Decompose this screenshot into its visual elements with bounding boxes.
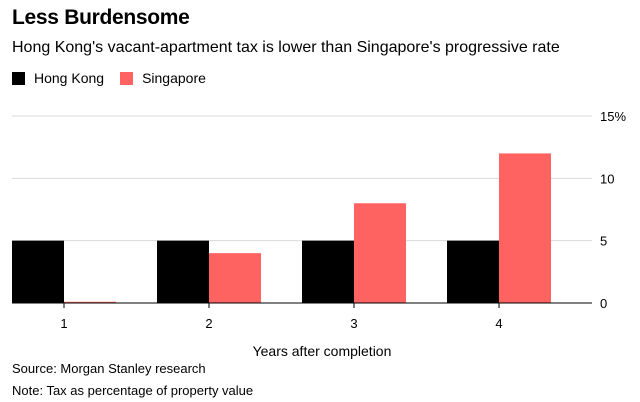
legend-label-singapore: Singapore [142,70,206,86]
legend-swatch-hong-kong [12,71,25,85]
legend-item-hong-kong: Hong Kong [12,70,104,86]
x-tick-label-1: 1 [60,316,67,331]
bar-hong-kong-2 [157,240,209,303]
bar-hong-kong-1 [12,240,64,303]
y-tick-label-10: 10 [600,171,614,186]
chart-title: Less Burdensome [12,6,190,29]
x-axis-title: Years after completion [253,343,392,359]
y-tick-label-5: 5 [600,234,607,249]
legend-swatch-singapore [120,71,134,85]
legend-item-singapore: Singapore [120,70,206,86]
bar-singapore-2 [209,253,261,303]
bar-singapore-3 [354,203,406,303]
chart-subtitle: Hong Kong's vacant-apartment tax is lowe… [12,39,560,56]
bar-hong-kong-4 [447,240,499,303]
x-tick-label-3: 3 [350,316,357,331]
bar-singapore-1 [64,301,116,303]
bar-hong-kong-3 [302,240,354,303]
y-tick-label-0: 0 [600,296,607,311]
y-tick-label-15: 15% [600,109,626,124]
x-tick-label-4: 4 [495,316,502,331]
legend: Hong Kong Singapore [12,70,222,86]
legend-label-hong-kong: Hong Kong [34,70,105,86]
bar-singapore-4 [499,153,551,303]
x-tick-label-2: 2 [205,316,212,331]
source-note: Source: Morgan Stanley research [12,361,206,376]
footnote: Note: Tax as percentage of property valu… [12,383,254,398]
